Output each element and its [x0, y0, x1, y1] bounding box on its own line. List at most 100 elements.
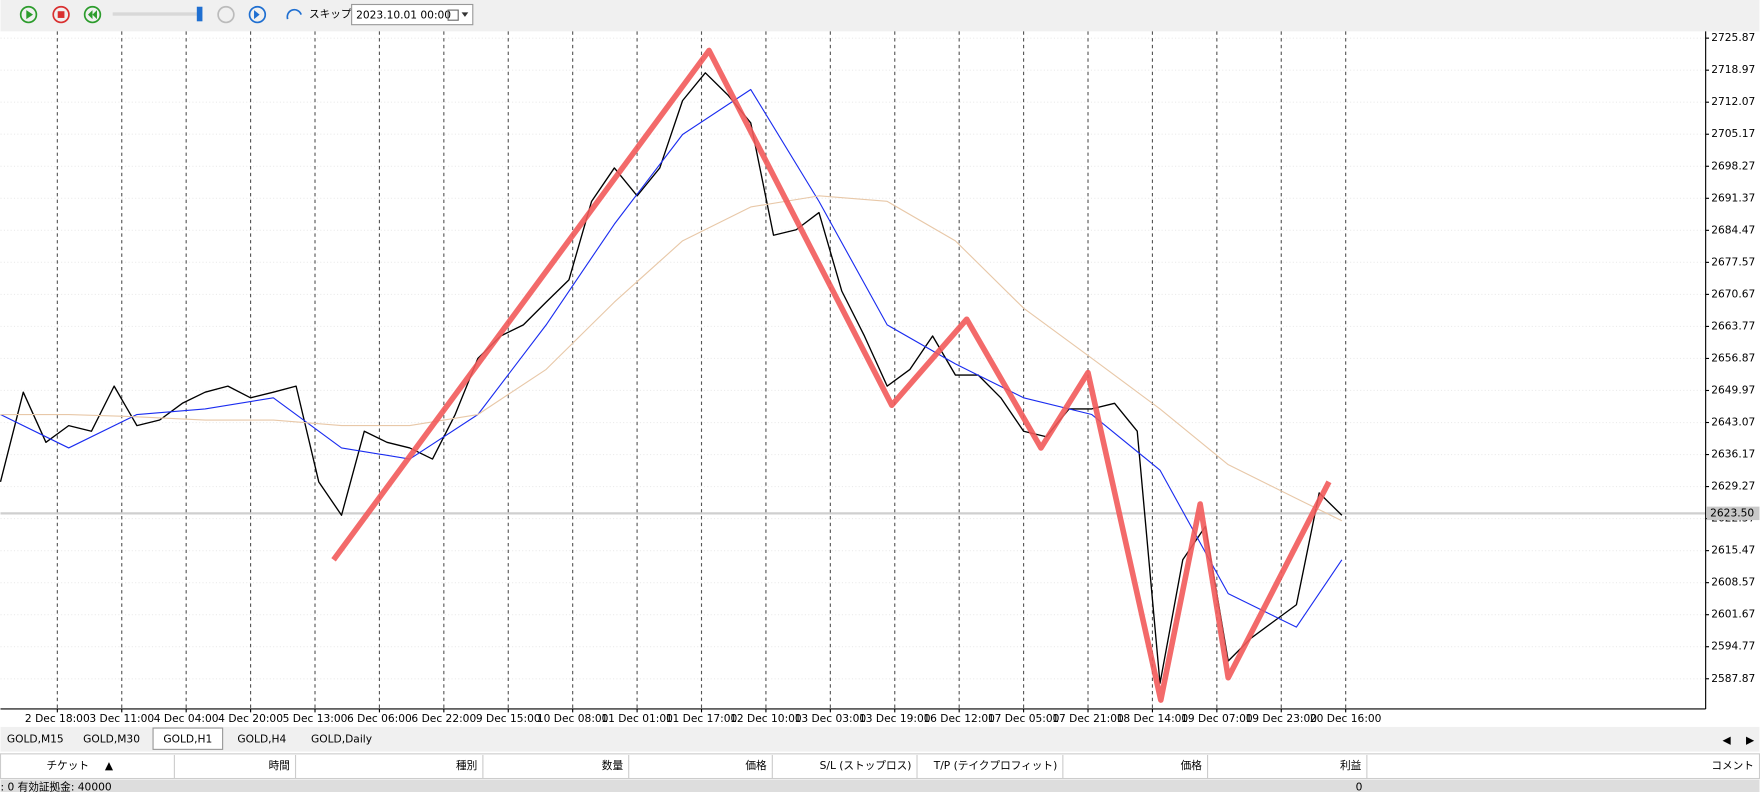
x-tick-label: 19 Dec 07:00	[1181, 712, 1253, 725]
tab-background	[224, 728, 299, 750]
scroll-left[interactable]: ◀	[1722, 733, 1731, 746]
x-tick-label: 2 Dec 18:00	[25, 712, 90, 725]
x-tick-label: 17 Dec 05:00	[988, 712, 1060, 725]
x-tick-label: 9 Dec 15:00	[476, 712, 541, 725]
column-header[interactable]: コメント	[1711, 759, 1754, 772]
x-tick-label: 4 Dec 04:00	[154, 712, 219, 725]
y-tick-label: 2587.87	[1711, 672, 1755, 685]
tab[interactable]: GOLD,Daily	[301, 728, 382, 750]
x-tick-label: 4 Dec 20:00	[218, 712, 283, 725]
plot	[0, 47, 1706, 703]
skip-icon	[286, 8, 302, 20]
column-header[interactable]: 数量	[602, 759, 624, 772]
price-line	[0, 72, 1343, 684]
tab-background	[72, 728, 151, 750]
stop-button[interactable]	[52, 5, 70, 24]
tab-label[interactable]: GOLD,M30	[83, 732, 140, 745]
tab-background	[301, 728, 382, 750]
tab-label[interactable]: GOLD,Daily	[311, 732, 372, 745]
tab[interactable]: GOLD,M30	[72, 728, 151, 750]
rewind-button[interactable]	[83, 5, 102, 24]
y-tick-label: 2691.37	[1711, 191, 1755, 204]
y-tick-label: 2725.87	[1711, 31, 1755, 44]
column-header[interactable]: T/P (テイクプロフィット)	[933, 759, 1058, 772]
play-icon	[26, 10, 34, 20]
next-icon	[254, 10, 260, 20]
trade-table: チケット 時間 種別 数量 価格 S/L (ストップロス) T/P (テイクプロフィット) 価…	[47, 754, 1754, 779]
column-header[interactable]: 利益	[1340, 759, 1362, 772]
current-price-box	[1706, 506, 1760, 521]
y-tick-label: 2608.57	[1711, 576, 1755, 589]
speed-slider[interactable]	[112, 12, 201, 16]
y-tick-label: 2636.17	[1711, 448, 1755, 461]
balance-text: : 0 有効証拠金: 40000	[0, 781, 111, 792]
column-header[interactable]: チケット	[47, 759, 90, 772]
x-tick-label: 3 Dec 11:00	[89, 712, 154, 725]
y-tick-label: 2684.47	[1711, 223, 1755, 236]
tab-label[interactable]: GOLD,H4	[237, 732, 286, 745]
column-header[interactable]: 時間	[269, 759, 290, 772]
y-tick-label: 2649.97	[1711, 383, 1755, 396]
y-tick-label: 2698.27	[1711, 159, 1755, 172]
tabs: GOLD,M15 GOLD,M30 GOLD,H1 GOLD,H4 GOLD,Daily	[0, 727, 382, 750]
y-tick-label: 2643.07	[1711, 416, 1755, 429]
play-button[interactable]	[19, 5, 38, 24]
y-tick-label: 2705.17	[1711, 127, 1755, 140]
x-tick-label: 11 Dec 01:00	[601, 712, 673, 725]
x-tick-label: 6 Dec 06:00	[347, 712, 412, 725]
x-tick-label: 5 Dec 13:00	[283, 712, 348, 725]
tab-label[interactable]: GOLD,M15	[7, 732, 64, 745]
x-tick-label: 19 Dec 23:00	[1245, 712, 1317, 725]
x-tick-label: 20 Dec 16:00	[1310, 712, 1382, 725]
y-tick-label: 2656.87	[1711, 351, 1755, 364]
y-tick-label: 2594.77	[1711, 640, 1755, 653]
date-value[interactable]: 2023.10.01 00:00	[356, 9, 451, 22]
step-button[interactable]	[217, 5, 235, 24]
tab[interactable]: GOLD,M15	[0, 728, 71, 750]
y-tick-label: 2677.57	[1711, 255, 1755, 268]
date-field[interactable]	[351, 3, 474, 26]
y-tick-label: 2601.67	[1711, 608, 1755, 621]
y-tick-label: 2663.77	[1711, 319, 1755, 332]
x-tick-label: 11 Dec 17:00	[666, 712, 738, 725]
zigzag-line	[331, 47, 1332, 703]
x-tick-label: 17 Dec 21:00	[1052, 712, 1124, 725]
skip-label[interactable]: スキップ	[309, 8, 352, 21]
column-header[interactable]: 種別	[456, 759, 477, 772]
y-tick-label: 2629.27	[1711, 480, 1755, 493]
tab[interactable]: GOLD,H4	[224, 728, 299, 750]
moving-average-slow	[0, 195, 1343, 522]
slider-thumb[interactable]	[196, 6, 203, 22]
column-header[interactable]: S/L (ストップロス)	[820, 759, 912, 772]
footer-row	[0, 779, 1760, 792]
x-tick-label: 16 Dec 12:00	[923, 712, 995, 725]
column-header[interactable]: 価格	[745, 759, 767, 772]
profit-total: 0	[1356, 781, 1363, 792]
x-tick-label: 6 Dec 22:00	[411, 712, 476, 725]
x-tick-label: 13 Dec 03:00	[795, 712, 867, 725]
stop-icon	[57, 11, 65, 18]
sort-arrow: ▲	[105, 759, 114, 772]
x-tick-label: 12 Dec 10:00	[730, 712, 802, 725]
y-tick-label: 2712.07	[1711, 95, 1755, 108]
tab[interactable]: GOLD,H1	[152, 727, 224, 750]
next-button[interactable]	[248, 5, 267, 24]
calendar-icon[interactable]	[447, 9, 459, 21]
y-tick-label: 2615.47	[1711, 544, 1755, 557]
tab-background	[0, 728, 71, 750]
x-tick-label: 10 Dec 08:00	[537, 712, 609, 725]
current-price-label: 2623.50	[1710, 506, 1754, 519]
column-header[interactable]: 価格	[1181, 759, 1203, 772]
dropdown-arrow[interactable]	[461, 12, 469, 17]
y-tick-label: 2670.67	[1711, 287, 1755, 300]
plot-area	[0, 31, 1706, 709]
axes: 2725.87 2718.97 2712.07 2705.17 2698.27 2691.…	[25, 31, 1760, 725]
y-tick-label: 2718.97	[1711, 63, 1755, 76]
x-tick-label: 18 Dec 14:00	[1117, 712, 1189, 725]
tab-label[interactable]: GOLD,H1	[163, 732, 212, 745]
moving-average-fast	[0, 88, 1343, 628]
scroll-right[interactable]: ▶	[1746, 733, 1755, 746]
toolbar	[0, 0, 1760, 32]
